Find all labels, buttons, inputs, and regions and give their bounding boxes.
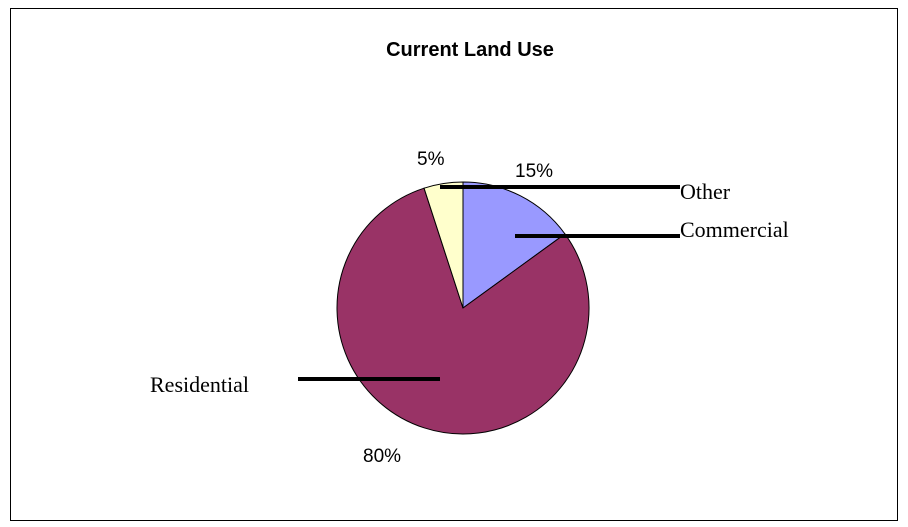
pie-slice-other (423, 181, 464, 309)
category-label-commercial: Commercial (680, 217, 789, 242)
pie-slice-residential (336, 187, 590, 435)
category-label-residential: Residential (150, 372, 249, 397)
chart-title: Current Land Use (386, 39, 554, 61)
data-label-residential: 80% (363, 446, 401, 467)
data-label-commercial: 15% (515, 161, 553, 182)
pie-slice-commercial (462, 181, 566, 309)
data-label-other: 5% (417, 149, 445, 170)
leader-lines (298, 185, 680, 381)
pie-slices (336, 181, 590, 435)
category-label-other: Other (680, 179, 731, 204)
